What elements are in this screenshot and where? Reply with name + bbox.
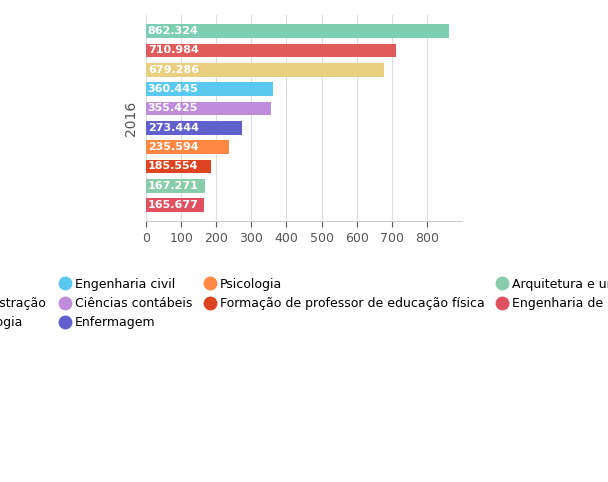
Bar	[146, 121, 242, 134]
Text: 710.984: 710.984	[148, 45, 199, 55]
Text: 167.271: 167.271	[148, 181, 199, 191]
Bar	[146, 102, 271, 115]
Bar	[146, 198, 204, 212]
Bar	[146, 179, 205, 192]
Bar	[146, 160, 211, 173]
Legend: Direito, Administração, Pedagogia, Engenharia civil, Ciências contábeis, Enferma: Direito, Administração, Pedagogia, Engen…	[0, 273, 608, 335]
Text: 235.594: 235.594	[148, 142, 198, 152]
Text: 862.324: 862.324	[148, 26, 199, 36]
Text: 360.445: 360.445	[148, 84, 199, 94]
Text: 355.425: 355.425	[148, 104, 198, 113]
Bar	[146, 82, 272, 96]
Bar	[146, 44, 396, 57]
Text: 273.444: 273.444	[148, 123, 199, 133]
Text: 679.286: 679.286	[148, 65, 199, 75]
Bar	[146, 63, 384, 77]
Text: 185.554: 185.554	[148, 161, 198, 172]
Bar	[146, 140, 229, 154]
Bar	[146, 25, 449, 38]
Y-axis label: 2016: 2016	[123, 100, 137, 136]
Text: 165.677: 165.677	[148, 200, 199, 210]
